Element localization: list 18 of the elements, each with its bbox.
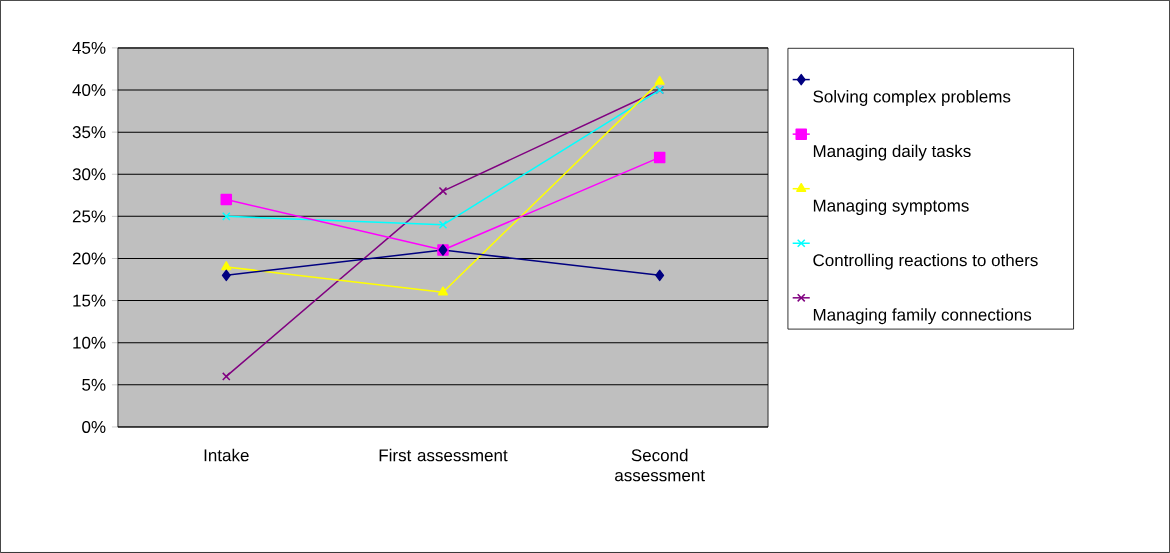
legend-label: Managing daily tasks xyxy=(813,144,971,161)
y-tick-label: 5% xyxy=(82,378,106,391)
y-tick-label: 20% xyxy=(72,252,106,265)
y-tick-label: 40% xyxy=(72,84,106,97)
y-tick-label: 45% xyxy=(72,41,106,54)
y-tick-label: 0% xyxy=(82,421,106,434)
y-tick-label: 25% xyxy=(72,210,106,223)
legend-label: Managing symptoms xyxy=(813,199,969,216)
y-tick-label: 30% xyxy=(72,168,106,181)
y-tick-label: 10% xyxy=(73,336,106,349)
y-tick-label: 35% xyxy=(72,126,106,139)
x-tick-label: First assessment xyxy=(379,448,508,462)
legend-label: Managing family connections xyxy=(813,308,1032,325)
legend-label: Controlling reactions to others xyxy=(813,253,1038,270)
legend-label: Solving complex problems xyxy=(813,90,1011,106)
y-tick-label: 15% xyxy=(73,294,106,307)
x-tick-label: Intake xyxy=(204,448,249,462)
x-tick-label: Second assessment xyxy=(615,448,705,482)
